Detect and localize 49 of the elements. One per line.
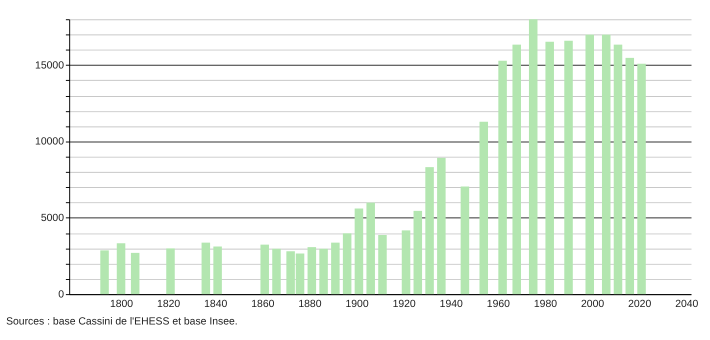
- y-tick-label: 10000: [35, 136, 64, 148]
- x-tick-label: 1840: [204, 298, 228, 310]
- bar: [342, 233, 352, 294]
- x-tick-label: 1900: [345, 298, 369, 310]
- y-tick-label: 0: [58, 289, 64, 300]
- y-tick-label: 15000: [35, 60, 64, 72]
- bar: [260, 244, 269, 294]
- bar: [402, 230, 410, 294]
- bar: [460, 186, 470, 294]
- x-tick-label: 2000: [580, 298, 604, 310]
- bar: [512, 44, 521, 294]
- bar: [425, 167, 434, 294]
- bar: [585, 34, 594, 294]
- y-tick-label: 5000: [40, 213, 64, 224]
- bar: [331, 242, 340, 294]
- bar: [545, 42, 554, 294]
- x-tick-label: 1920: [392, 298, 416, 310]
- bar: [100, 250, 109, 294]
- bar: [637, 64, 646, 294]
- x-tick-label: 1960: [486, 298, 510, 310]
- x-tick-label: 1880: [298, 298, 322, 310]
- bar: [437, 158, 446, 294]
- bar: [414, 210, 422, 294]
- bar: [308, 247, 316, 294]
- bar: [498, 60, 507, 294]
- bar: [319, 248, 328, 294]
- bar: [378, 235, 387, 294]
- bar: [130, 252, 140, 294]
- bar: [366, 202, 375, 294]
- bar: [272, 248, 281, 294]
- bar: [564, 40, 573, 294]
- x-tick-label: 1800: [110, 298, 134, 310]
- x-tick-label: 1980: [534, 298, 558, 310]
- bar: [354, 208, 364, 294]
- x-tick-label: 2020: [628, 298, 652, 310]
- bar: [602, 34, 610, 294]
- bar: [528, 19, 538, 294]
- bar: [479, 122, 488, 294]
- bar: [166, 248, 175, 294]
- bar: [202, 242, 210, 294]
- bar: [116, 243, 126, 294]
- x-tick-label: 1820: [157, 298, 180, 310]
- source-note: Sources : base Cassini de l'EHESS et base Insee.: [6, 316, 238, 328]
- x-tick-label: 1860: [251, 298, 275, 310]
- x-tick-label: 1940: [440, 298, 464, 310]
- x-tick-label: 2040: [675, 298, 699, 310]
- bar: [626, 58, 634, 294]
- bar: [614, 44, 622, 294]
- bar: [213, 246, 222, 294]
